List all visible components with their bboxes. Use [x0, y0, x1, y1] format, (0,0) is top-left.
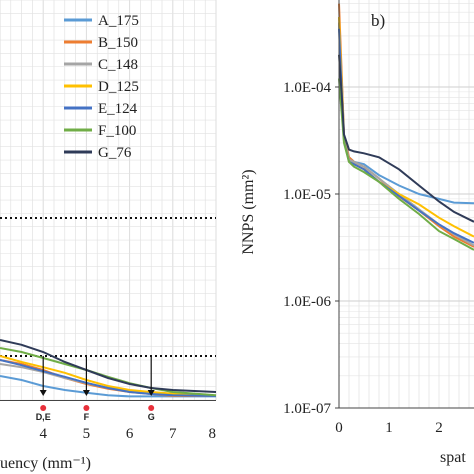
marker-label: F: [84, 412, 90, 422]
legend-label-D_125: D_125: [98, 79, 139, 95]
y-tick-label: 1.0E-05: [283, 187, 331, 203]
legend-label-F_100: F_100: [98, 123, 136, 139]
x-tick-label: 7: [169, 426, 177, 442]
x-tick-label: 5: [83, 426, 91, 442]
series-line-G_76: [0, 339, 217, 393]
panel-a-chart: D,E F G 4 5 6 7 8 uency (mm⁻¹) A_175 B_150 C_148…: [0, 0, 217, 472]
x-tick-label: 2: [435, 420, 443, 436]
marker-dot: [83, 405, 90, 411]
marker-dot: [40, 405, 47, 411]
panel-b-axes: [338, 0, 474, 409]
panel-a-tick-labels: 4 5 6 7 8: [39, 426, 216, 442]
y-tick-label: 1.0E-06: [283, 294, 331, 310]
panel-a-markers: D,E F G: [36, 356, 155, 422]
panel-b-x-axis-label: spat: [440, 449, 466, 466]
marker-arrowhead: [82, 390, 90, 396]
panel-a-series: [0, 339, 217, 398]
legend-label-E_124: E_124: [98, 101, 138, 117]
x-tick-label: 0: [335, 420, 343, 436]
x-tick-label: 8: [209, 426, 217, 442]
panel-b-y-axis-label: NNPS (mm²): [240, 169, 257, 254]
legend-label-B_150: B_150: [98, 35, 138, 51]
legend-label-C_148: C_148: [98, 57, 138, 73]
marker-arrowhead: [39, 390, 47, 396]
marker-dot: [148, 405, 155, 411]
panel-a-x-axis-label: uency (mm⁻¹): [0, 455, 91, 472]
series-line-D_125: [0, 355, 217, 397]
y-tick-label: 1.0E-04: [283, 80, 331, 96]
x-tick-label: 6: [126, 426, 134, 442]
series-line-F_100: [338, 78, 474, 251]
panel-b-tick-labels: 1.0E-04 1.0E-05 1.0E-06 1.0E-070 1 2: [283, 80, 443, 436]
legend-label-A_175: A_175: [98, 13, 139, 29]
x-tick-label: 4: [39, 426, 47, 442]
panel-a-grid: [0, 0, 217, 401]
series-line-G_76: [338, 54, 474, 223]
marker-arrowhead: [147, 390, 155, 396]
panel-b-series: [338, 3, 474, 251]
x-tick-label: 1: [385, 420, 393, 436]
marker-label: G: [148, 412, 155, 422]
legend-label-G_76: G_76: [98, 145, 132, 161]
y-tick-label: 1.0E-07: [283, 401, 331, 417]
panel-a-legend: A_175 B_150 C_148 D_125 E_124 F_100 G_76: [64, 13, 139, 161]
marker-label: D,E: [36, 412, 51, 422]
series-line-E_124: [0, 359, 217, 397]
panel-b-chart: 1.0E-04 1.0E-05 1.0E-06 1.0E-070 1 2 NNPS (mm…: [240, 0, 474, 466]
panel-b-label: b): [371, 11, 385, 30]
